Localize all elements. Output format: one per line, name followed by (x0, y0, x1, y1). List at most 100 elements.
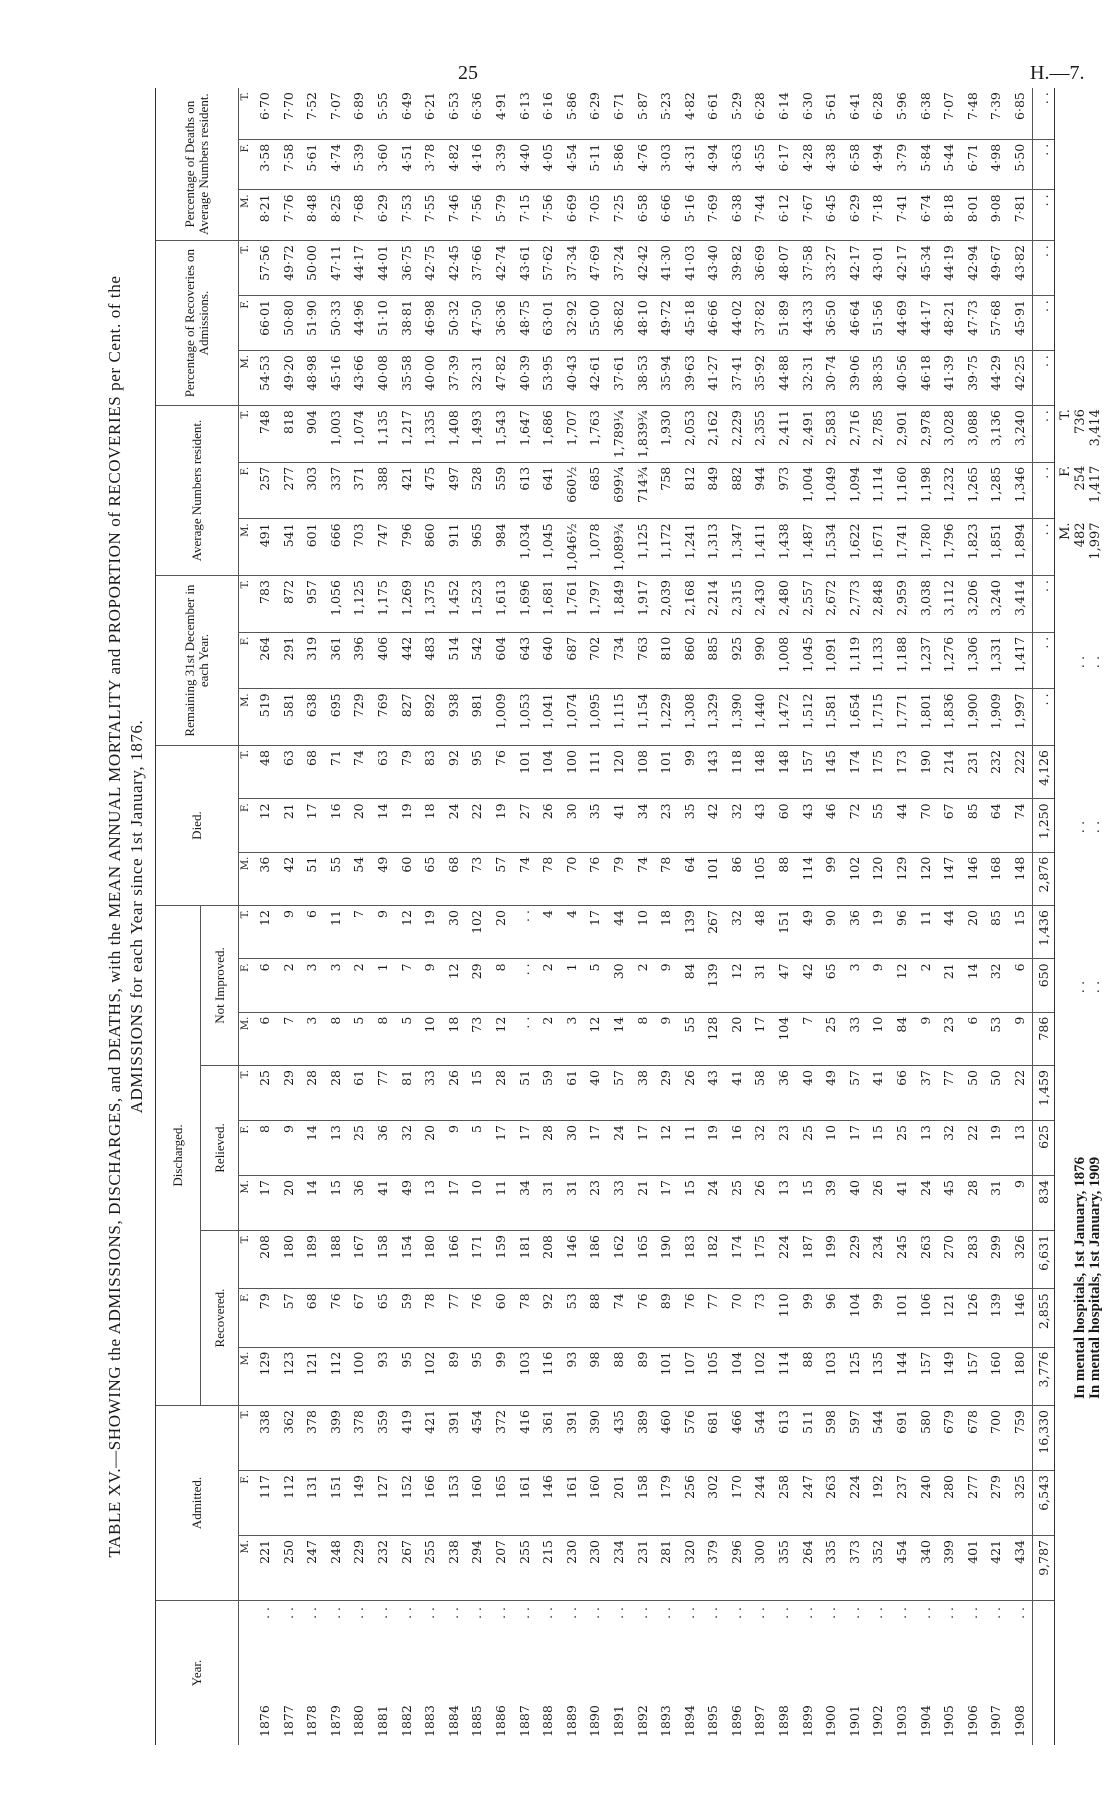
table-cell: 13 (323, 1120, 348, 1176)
table-cell: 157 (795, 745, 820, 799)
table-cell: 7·81 (1008, 189, 1032, 241)
table-cell: 9·08 (984, 189, 1008, 241)
table-cell: 388 (370, 461, 395, 519)
dot-leader: . . (776, 1607, 792, 1619)
year-value: 1907 (988, 1705, 1004, 1737)
year-label-spacer (239, 1600, 253, 1745)
total-cell: 1,459 (1031, 1065, 1054, 1121)
title-line-2: ADMISSIONS for each Year since 1st Janua… (127, 719, 146, 1114)
dot-leader: . . (327, 1607, 343, 1619)
year-cell: 1895 . . (701, 1600, 725, 1745)
table-cell: 1,308 (677, 688, 702, 746)
table-cell: 1,003 (323, 405, 348, 462)
table-cell: 12 (890, 958, 914, 1012)
table-cell: 32 (724, 905, 749, 959)
table-cell: 291 (276, 631, 301, 689)
table-cell: 818 (276, 405, 301, 462)
table-cell: 699¼ (606, 461, 631, 519)
table-cell: 129 (890, 851, 914, 906)
table-cell: 1,188 (890, 631, 914, 689)
table-row: 1887. . 255 161 416 103 78 181 34 17 51. .. .. .7… (512, 88, 537, 1745)
table-cell: 192 (866, 1470, 891, 1535)
table-cell: 55 (323, 851, 348, 906)
table-cell: 3,038 (913, 575, 938, 632)
table-cell: 885 (701, 631, 725, 689)
table-cell: 74 (606, 1288, 631, 1347)
table-cell: 73 (748, 1288, 773, 1347)
table-cell: 39·63 (677, 350, 702, 406)
table-cell: 6·89 (351, 92, 367, 120)
table-cell: 3,112 (937, 575, 961, 632)
table-cell: 1,438 (772, 518, 796, 576)
table-cell: 17 (630, 1120, 655, 1176)
table-cell: 37·66 (465, 240, 489, 296)
table-cell: 71 (323, 745, 348, 799)
table-cell: 6·45 (819, 189, 843, 241)
table-cell: 827 (394, 688, 419, 746)
table-cell: 105 (748, 851, 773, 906)
table-cell: 1,331 (984, 631, 1008, 689)
table-cell: 186 (583, 1230, 607, 1289)
table-cell: 15 (795, 1175, 820, 1231)
table-cell: 49·20 (276, 350, 301, 406)
table-cell: 1,265 (960, 461, 985, 519)
table-cell: 337 (323, 461, 348, 519)
table-row: 1888. . 215 146 361 116 92 208 31 28 59 2 2 4 78 26 104… (536, 88, 560, 1745)
table-cell: 154 (394, 1230, 419, 1289)
table-cell: 120 (913, 851, 938, 906)
table-cell: 47·50 (465, 295, 489, 351)
table-cell: 44·02 (724, 295, 749, 351)
table-cell: 294 (465, 1535, 489, 1600)
table-cell: 39·82 (724, 240, 749, 296)
table-cell: 638 (300, 688, 324, 746)
table-cell: 1,440 (748, 688, 773, 746)
table-cell: 925 (724, 631, 749, 689)
table-cell: 2 (536, 958, 560, 1012)
table-cell: 1,763 (583, 405, 607, 462)
table-cell: 188 (323, 1230, 348, 1289)
table-cell: 73 (465, 851, 489, 906)
table-cell: 36·82 (606, 295, 631, 351)
table-cell: 53·95 (536, 350, 560, 406)
table-cell: 965 (465, 518, 489, 576)
table-cell: 37·24 (606, 240, 631, 296)
table-cell: 10 (630, 905, 655, 959)
table-cell: 160 (465, 1470, 489, 1535)
table-cell: 1,408 (441, 405, 466, 462)
table-cell: 31 (559, 1175, 584, 1231)
table-cell: 79 (394, 745, 419, 799)
table-cell: 57·62 (536, 240, 560, 296)
table-cell: 40·43 (559, 350, 584, 406)
table-cell: 421 (394, 461, 419, 519)
table-cell: 5·44 (937, 138, 961, 190)
dot-leader: . . (422, 1607, 438, 1619)
table-cell: 15 (323, 1175, 348, 1231)
table-cell: 32 (724, 798, 749, 852)
total-cell (1031, 1600, 1054, 1745)
table-cell: 99 (488, 1346, 513, 1405)
table-cell: 152 (394, 1470, 419, 1535)
table-cell: 244 (748, 1470, 773, 1535)
table-cell: 1,543 (488, 405, 513, 462)
table-cell: 167 (347, 1230, 371, 1289)
table-cell: 2,773 (842, 575, 867, 632)
table-cell: 199 (819, 1230, 843, 1289)
table-cell: 1,851 (984, 518, 1008, 576)
sex-label: T. (239, 575, 253, 632)
table-cell: 40·00 (418, 350, 442, 406)
table-cell: 17 (488, 1120, 513, 1176)
table-cell: 85 (960, 798, 985, 852)
table-cell: 6·53 (445, 92, 461, 120)
table-cell: 406 (370, 631, 395, 689)
table-cell: 1 (370, 958, 395, 1012)
table-cell: 6·28 (870, 92, 886, 120)
table-cell: 1,681 (536, 575, 560, 632)
table-cell: 4·55 (748, 138, 773, 190)
table-cell: 2,430 (748, 575, 773, 632)
year-value: 1901 (846, 1705, 862, 1737)
table-cell: 26 (748, 1175, 773, 1231)
total-cell: 786 (1031, 1011, 1054, 1066)
table-cell: 42·75 (418, 240, 442, 296)
table-cell: 86 (724, 851, 749, 906)
table-cell: 160 (583, 1470, 607, 1535)
